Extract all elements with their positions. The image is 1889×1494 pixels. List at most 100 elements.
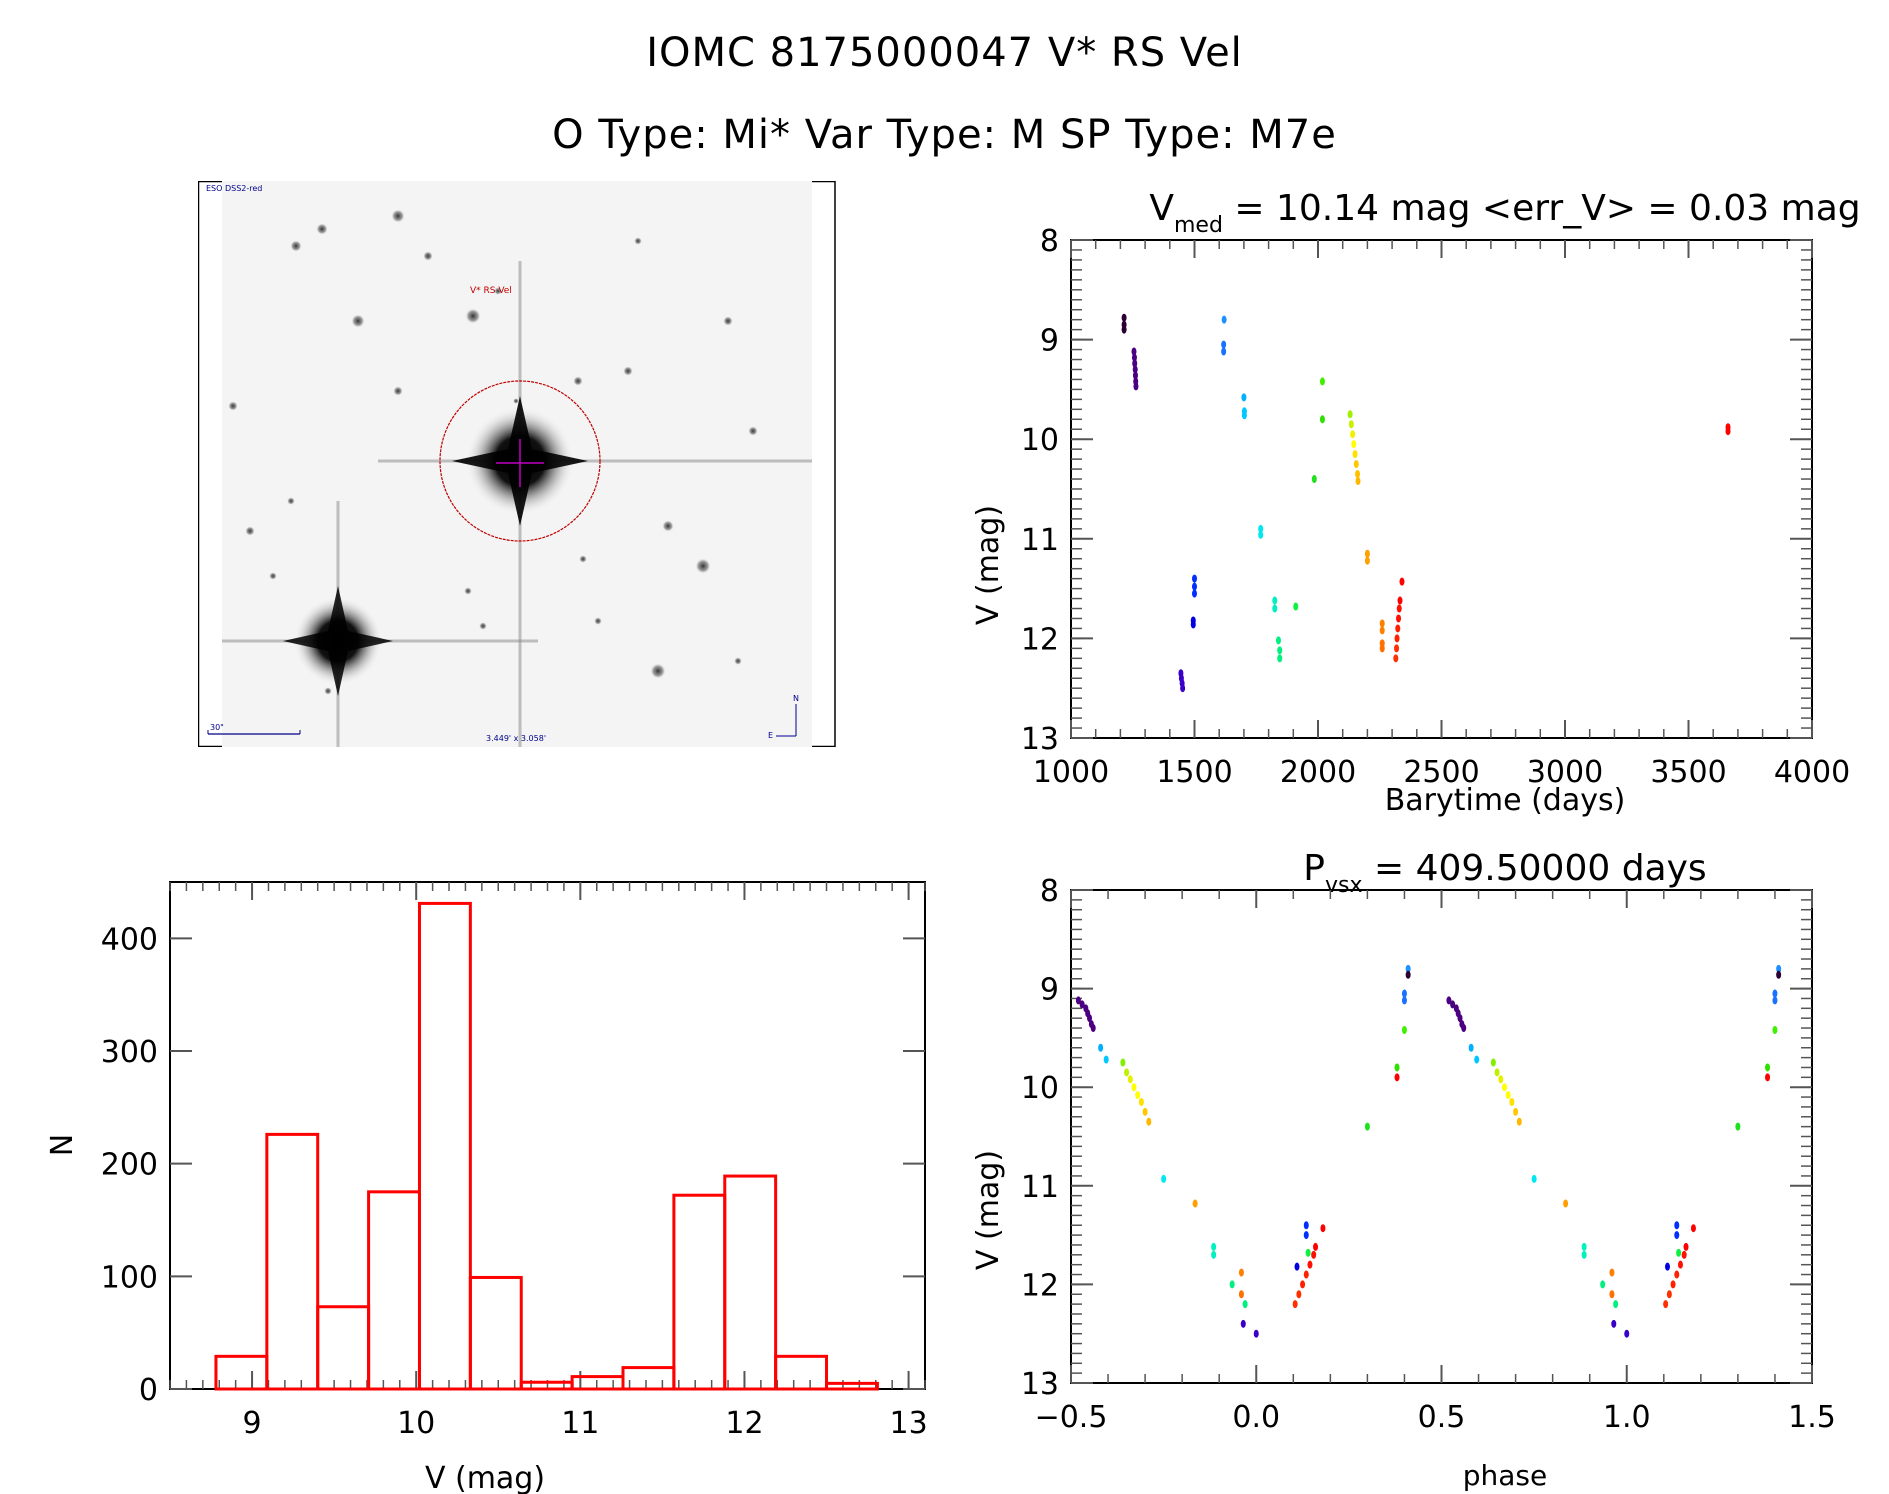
data-point [1355, 470, 1361, 479]
data-point [1296, 1290, 1302, 1299]
data-point [1399, 577, 1405, 586]
data-point [1776, 964, 1782, 973]
data-point [1294, 1262, 1300, 1271]
x-tick-label: 1500 [1156, 755, 1232, 790]
data-point [1396, 604, 1402, 613]
field-star [573, 376, 583, 386]
title-text: = 409.50000 days [1363, 848, 1707, 889]
data-point [1221, 347, 1227, 356]
data-point [1229, 1280, 1235, 1289]
data-point [1303, 1221, 1309, 1230]
data-point [1135, 1091, 1141, 1100]
data-point [1674, 1231, 1680, 1240]
x-tick-label: 3500 [1650, 755, 1726, 790]
data-point [1765, 1073, 1771, 1082]
data-point [1293, 602, 1299, 611]
figure-title-object: IOMC 8175000047 V* RS Vel [646, 30, 1243, 76]
data-point [1303, 1231, 1309, 1240]
title-subscript: vsx [1325, 873, 1363, 898]
y-tick-label: 10 [1021, 423, 1059, 458]
field-star [734, 657, 742, 665]
data-point [1352, 450, 1358, 459]
histogram-bar [417, 901, 472, 1391]
data-point [1190, 620, 1196, 629]
x-tick-label: 4000 [1774, 755, 1850, 790]
light-curve-title: Vmed = 10.14 mag <err_V> = 0.03 mag [1149, 188, 1860, 238]
x-tick-label: −0.5 [1035, 1400, 1108, 1435]
y-tick-label: 13 [1021, 722, 1059, 757]
data-point [1307, 1260, 1313, 1269]
data-point [1379, 619, 1385, 628]
data-point [1670, 1280, 1676, 1289]
data-point [1311, 475, 1317, 484]
y-tick-label: 200 [101, 1148, 158, 1183]
data-point [1180, 684, 1186, 693]
y-tick-label: 11 [1021, 523, 1059, 558]
data-point [1090, 1024, 1096, 1033]
title-symbol: P [1303, 848, 1325, 889]
y-tick-label: 0 [139, 1373, 158, 1408]
data-point [1394, 644, 1400, 653]
histogram-bar [316, 1305, 371, 1391]
data-point [1509, 1097, 1515, 1106]
data-point [1401, 996, 1407, 1005]
field-size-label: 3.449' x 3.058' [486, 734, 546, 743]
svg-text:Vmed = 10.14 mag <err_V> = 0.0: Vmed = 10.14 mag <err_V> = 0.03 mag [1149, 188, 1860, 238]
data-point [1674, 1270, 1680, 1279]
target-label: V* RS Vel [470, 286, 512, 296]
x-tick-label: 3000 [1527, 755, 1603, 790]
data-point [1690, 1224, 1696, 1233]
data-point [1490, 1058, 1496, 1067]
data-point [1505, 1091, 1511, 1100]
field-star [594, 617, 602, 625]
plot-frame [1070, 889, 1813, 1384]
data-point [1300, 1280, 1306, 1289]
field-star [662, 520, 674, 532]
data-point [1379, 626, 1385, 635]
data-point [1120, 1058, 1126, 1067]
data-point [1238, 1268, 1244, 1277]
phase-curve-chart: Pvsx = 409.50000 days −0.5 0.0 0.5 1.0 1.5 8 9… [971, 848, 1836, 1492]
x-tick-label: 9 [243, 1406, 262, 1441]
data-point [1258, 524, 1264, 533]
data-point [1624, 1329, 1630, 1338]
data-point [1355, 477, 1361, 486]
data-point [1683, 1242, 1689, 1251]
data-point [1581, 1242, 1587, 1251]
data-point [1474, 1055, 1480, 1064]
data-point [1124, 1068, 1130, 1077]
finder-chart-image: ESO DSS2-red V* RS Vel 30" 3.449' x 3.05… [198, 181, 836, 747]
data-point [1405, 964, 1411, 973]
y-tick-label: 11 [1021, 1170, 1059, 1205]
y-tick-label: 8 [1040, 874, 1059, 909]
data-point [1457, 1014, 1463, 1023]
field-star [650, 663, 666, 679]
data-point [1501, 1083, 1507, 1092]
data-point [1320, 1224, 1326, 1233]
field-star [748, 426, 758, 436]
field-star [464, 587, 472, 595]
histogram-bar [367, 1190, 421, 1391]
data-point [1663, 1300, 1669, 1309]
field-star [623, 366, 633, 376]
data-point [1131, 347, 1137, 356]
y-tick-label: 300 [101, 1035, 158, 1070]
data-point [1531, 1174, 1537, 1183]
y-axis-label: N [45, 1134, 80, 1156]
data-point [1677, 1260, 1683, 1269]
field-star [316, 223, 328, 235]
x-tick-label: 1.0 [1603, 1400, 1651, 1435]
data-point [1211, 1242, 1217, 1251]
field-star [228, 401, 238, 411]
data-point [1468, 1043, 1474, 1052]
x-axis-label: Barytime (days) [1385, 783, 1626, 818]
x-tick-label: 1.5 [1788, 1400, 1836, 1435]
data-point [1611, 1319, 1617, 1328]
data-point [1353, 460, 1359, 469]
x-tick-label: 1000 [1033, 755, 1109, 790]
data-point [1394, 1063, 1400, 1072]
x-tick-label: 0.5 [1418, 1400, 1466, 1435]
data-point [1192, 574, 1197, 583]
data-point [1772, 1026, 1778, 1035]
data-point [1132, 359, 1138, 368]
